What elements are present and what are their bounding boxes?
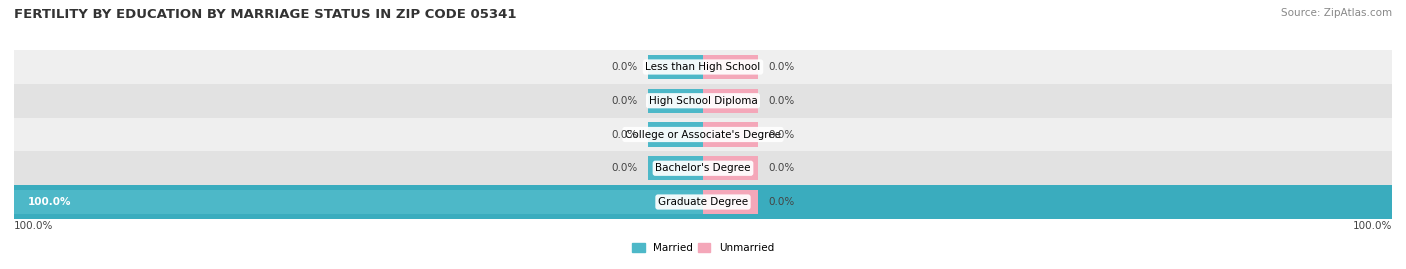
Bar [648,156,703,180]
Legend: Married, Unmarried: Married, Unmarried [633,243,773,253]
Bar [648,89,703,113]
Text: 0.0%: 0.0% [612,62,637,72]
Bar [703,89,758,113]
Bar [14,118,1392,151]
Bar [14,84,1392,118]
Text: College or Associate's Degree: College or Associate's Degree [626,129,780,140]
Text: 0.0%: 0.0% [769,96,794,106]
Text: 0.0%: 0.0% [769,163,794,173]
Text: Source: ZipAtlas.com: Source: ZipAtlas.com [1281,8,1392,18]
Bar [703,156,758,180]
Text: 100.0%: 100.0% [14,221,53,231]
Text: 0.0%: 0.0% [769,197,794,207]
Text: Graduate Degree: Graduate Degree [658,197,748,207]
Text: 0.0%: 0.0% [769,129,794,140]
Bar [648,55,703,79]
Text: High School Diploma: High School Diploma [648,96,758,106]
Text: 100.0%: 100.0% [28,197,72,207]
Bar [14,185,1392,219]
Bar [14,50,1392,84]
Bar [703,122,758,147]
Text: 0.0%: 0.0% [612,129,637,140]
Bar [14,190,703,214]
Text: 0.0%: 0.0% [612,163,637,173]
Text: 0.0%: 0.0% [612,96,637,106]
Bar [14,151,1392,185]
Bar [703,190,758,214]
Text: Bachelor's Degree: Bachelor's Degree [655,163,751,173]
Text: 0.0%: 0.0% [769,62,794,72]
Text: Less than High School: Less than High School [645,62,761,72]
Text: FERTILITY BY EDUCATION BY MARRIAGE STATUS IN ZIP CODE 05341: FERTILITY BY EDUCATION BY MARRIAGE STATU… [14,8,516,21]
Bar [703,55,758,79]
Bar [648,122,703,147]
Text: 100.0%: 100.0% [1353,221,1392,231]
